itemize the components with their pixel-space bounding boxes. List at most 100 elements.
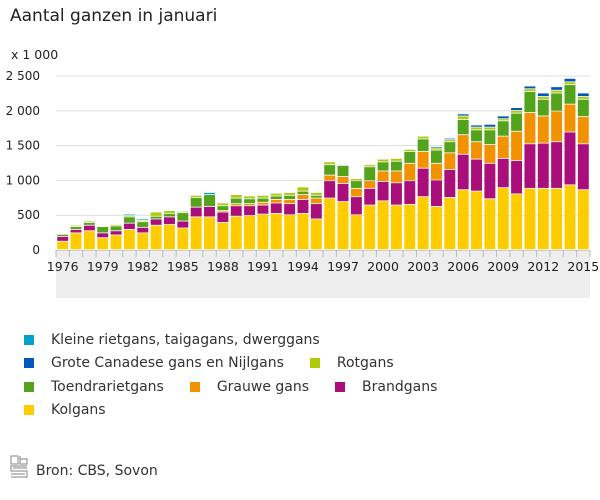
bar-segment [284,204,296,215]
legend-label: Toendrarietgans [51,378,164,395]
bar-segment [564,185,576,250]
bar-segment [257,205,269,214]
bar-segment [70,233,82,250]
bar-segment [190,197,202,207]
x-tick-label: 1979 [87,259,119,274]
legend-swatch-icon [24,381,34,392]
bar-segment [123,214,135,216]
bar-segment [164,211,175,213]
bar-segment [484,124,496,127]
bar-segment [497,136,509,159]
chart-title: Aantal ganzen in januari [10,6,218,26]
bar-segment [97,227,109,233]
bar-segment [70,225,82,227]
bar-segment [284,199,296,204]
legend-label: Kleine rietgans, taigagans, dwerggans [51,331,320,348]
bar-segment [110,231,122,235]
bar-segment [537,143,549,188]
bar-segment [190,195,202,197]
bar-segment [404,149,416,152]
bar-segment [83,222,95,225]
bar-segment [431,163,442,180]
bar-segment [324,181,336,198]
bar-segment [444,197,456,250]
legend-item[interactable]: Grote Canadese gans en Nijlgans [24,355,284,371]
bar-segment [177,221,189,228]
bar-segment [310,195,322,198]
bar-segment [511,160,523,194]
bar-segment [204,192,215,195]
bar-segment [204,217,215,250]
bar-segment [257,198,269,202]
bar-segment [297,195,309,200]
bar-segment [364,188,376,205]
bar-segment [551,90,563,93]
bar-segment [390,205,402,250]
bar-segment [350,215,362,250]
y-tick-label: 2 500 [6,69,40,83]
bar-segment [324,165,336,175]
bar-segment [244,206,256,216]
bar-segment [270,203,282,214]
y-tick-label: 2 000 [6,104,40,118]
bar-segment [390,158,402,161]
bar-segment [457,154,469,190]
bar-segment [511,194,523,250]
bar-segment [310,192,322,195]
bar-segment [164,213,175,217]
legend-label: Brandgans [362,378,438,395]
bar-segment [177,228,189,250]
bar-segment [310,219,322,250]
bar-segment [110,235,122,250]
legend-item[interactable]: Rotgans [309,355,394,371]
bar-segment [324,162,336,165]
x-tick-label: 2012 [527,259,559,274]
bar-segment [497,121,509,136]
bar-segment [270,193,282,196]
bar-segment [471,130,482,142]
bar-segment [524,89,536,92]
bar-segment [337,201,349,250]
x-tick-label: 2003 [407,259,439,274]
bar-segment [484,127,496,130]
bar-segment [270,196,282,200]
y-tick-label: 1 500 [6,139,40,153]
bar-segment [417,136,429,139]
bar-segment [457,116,469,120]
bar-segment [364,181,376,188]
bar-segment [364,205,376,250]
bar-segment [70,229,82,233]
bar-segment [444,153,456,170]
bar-segment [244,215,256,250]
bar-segment [257,214,269,250]
y-tick-label: 0 [32,243,40,257]
bar-segment [83,231,95,250]
legend-item[interactable]: Toendrarietgans [24,379,164,395]
bar-segment [364,165,376,167]
bar-segment [217,212,229,223]
bar-segment [444,142,456,153]
bar-segment [310,198,322,204]
bar-segment [244,199,256,204]
legend-swatch-icon [189,381,200,392]
legend-item[interactable]: Kleine rietgans, taigagans, dwerggans [24,332,320,348]
bar-segment [217,222,229,250]
legend-item[interactable]: Grauwe gans [189,379,309,395]
bar-segment [190,207,202,217]
bar-segment [297,199,309,214]
legend-item[interactable]: Kolgans [24,402,106,418]
bar-segment [524,92,536,113]
x-tick-label: 2000 [367,259,399,274]
bar-segment [230,195,242,198]
chart-legend: Kleine rietgans, taigagans, dwerggans Gro… [24,328,463,422]
bar-segment [564,132,576,185]
bar-segment [270,199,282,203]
bar-segment [57,236,69,241]
bar-segment [377,171,389,181]
bar-segment [497,188,509,250]
x-axis-band [56,250,590,298]
x-tick-label: 2009 [487,259,519,274]
legend-item[interactable]: Brandgans [335,379,437,395]
bar-segment [471,159,482,191]
bar-segment [337,176,349,184]
